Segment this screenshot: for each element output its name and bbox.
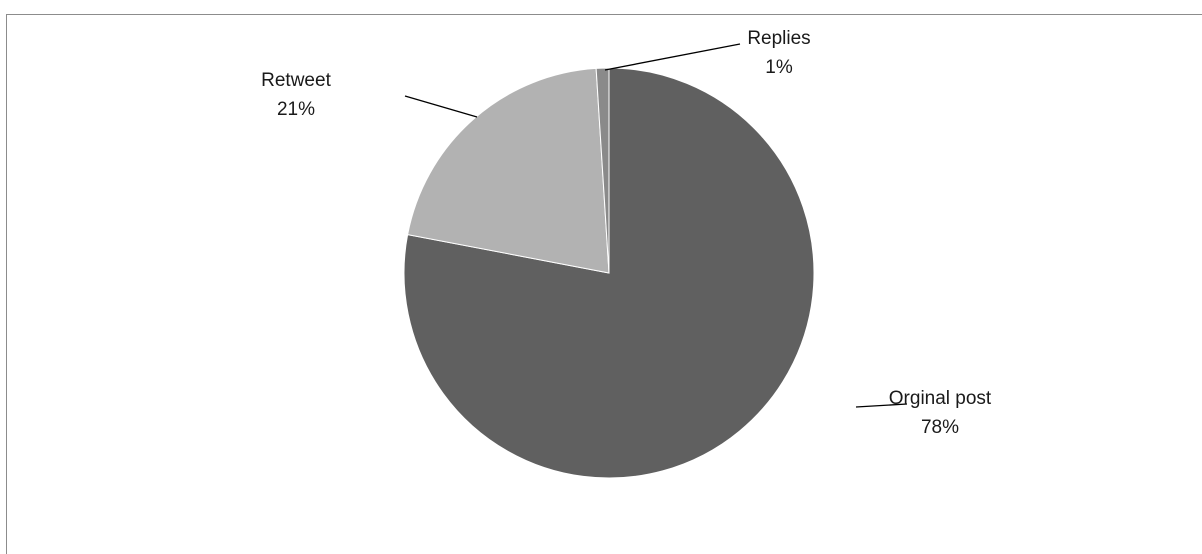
pie-slice-retweet [407, 67, 610, 274]
data-label-name-replies: Replies [747, 28, 810, 49]
leader-line-retweet [404, 95, 478, 118]
leader-lines [404, 43, 908, 408]
data-label-value-replies: 1% [765, 57, 793, 78]
data-label-value-retweet: 21% [277, 99, 315, 120]
pie-slice-replies [595, 67, 610, 274]
leader-line-replies [604, 43, 741, 71]
data-label-name-orginal-post: Orginal post [889, 388, 992, 409]
data-label-value-orginal-post: 78% [921, 417, 959, 438]
leader-line-orginal-post [855, 403, 908, 408]
chart-area [6, 14, 1202, 554]
data-label-name-retweet: Retweet [261, 70, 331, 91]
pie-slices [403, 67, 815, 479]
pie-chart: Orginal post 78% Retweet 21% Replies 1% [261, 28, 992, 479]
data-labels: Orginal post 78% Retweet 21% Replies 1% [261, 28, 992, 438]
